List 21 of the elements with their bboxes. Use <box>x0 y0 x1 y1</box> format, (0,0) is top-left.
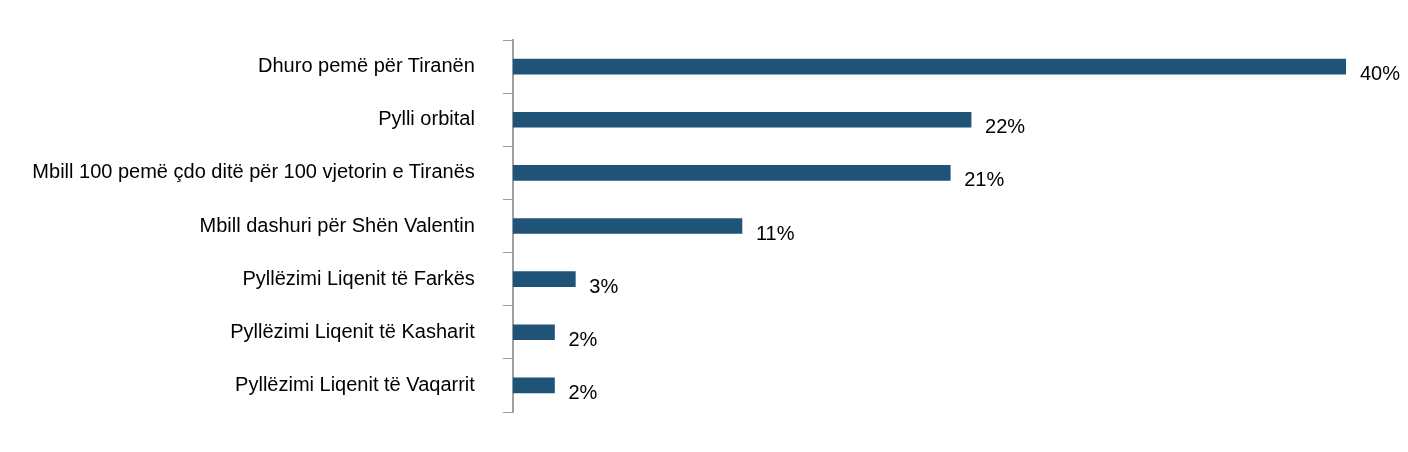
bar <box>512 324 555 341</box>
bar <box>512 165 951 181</box>
bar <box>512 377 555 394</box>
y-tick-label: Pyllëzimi Liqenit të Kasharit <box>230 319 476 342</box>
data-label: 3% <box>589 274 619 297</box>
data-label: 22% <box>985 115 1026 138</box>
bar <box>512 111 972 128</box>
data-label: 2% <box>568 327 598 350</box>
y-tick-label: Mbill dashuri për Shën Valentin <box>199 213 475 236</box>
data-label: 21% <box>964 168 1005 191</box>
y-tick-label: Pyllëzimi Liqenit të Vaqarrit <box>235 372 476 395</box>
bar <box>512 271 576 287</box>
data-label: 40% <box>1360 62 1401 85</box>
data-label: 2% <box>568 380 598 403</box>
y-tick-label: Pyllëzimi Liqenit të Farkës <box>242 266 475 289</box>
bar <box>512 58 1346 75</box>
y-tick-label: Mbill 100 pemë çdo ditë për 100 vjetorin e Tiranës <box>32 160 475 183</box>
bar <box>512 218 743 234</box>
y-tick-label: Pylli orbital <box>378 107 475 130</box>
data-label: 11% <box>755 221 795 244</box>
y-tick-label: Dhuro pemë për Tiranën <box>258 54 475 77</box>
